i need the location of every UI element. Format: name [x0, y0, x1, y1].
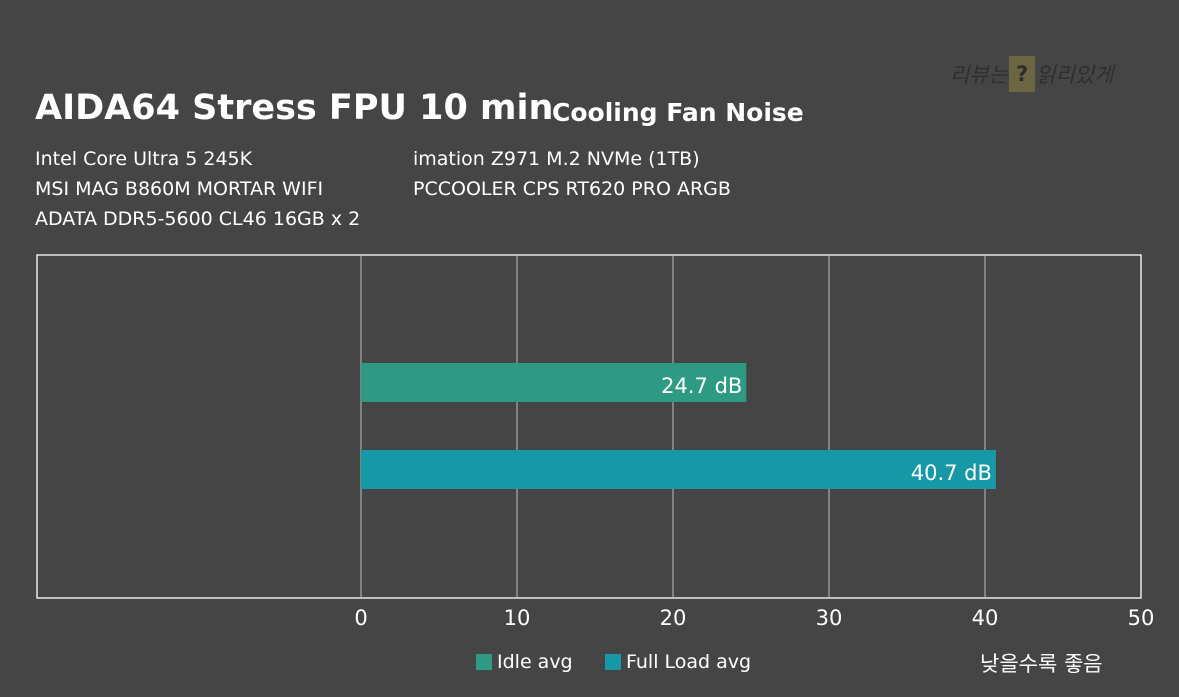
watermark-text-after: 읽리있게 [1036, 63, 1114, 87]
x-tick-label-10: 10 [504, 606, 531, 630]
legend-swatch-full-load [605, 654, 621, 670]
legend-item-idle: Idle avg [476, 651, 573, 673]
chart-title: AIDA64 Stress FPU 10 min [35, 88, 554, 128]
x-tick-label-0: 0 [354, 606, 367, 630]
legend-swatch-idle [476, 654, 492, 670]
x-tick-label-20: 20 [660, 606, 687, 630]
spec-cooler: PCCOOLER CPS RT620 PRO ARGB [413, 178, 731, 200]
watermark-logo: 리뷰는 ? 읽리있게 [950, 56, 1113, 92]
bar-full-load-avg [361, 450, 996, 489]
spec-memory: ADATA DDR5-5600 CL46 16GB x 2 [35, 208, 361, 230]
x-tick-label-40: 40 [972, 606, 999, 630]
x-tick-label-30: 30 [816, 606, 843, 630]
legend-item-full-load: Full Load avg [605, 651, 751, 673]
bar-data-label-idle-avg: 24.7 dB [661, 374, 742, 398]
spec-cpu: Intel Core Ultra 5 245K [35, 148, 253, 170]
chart-subtitle: Cooling Fan Noise [552, 98, 804, 127]
spec-motherboard: MSI MAG B860M MORTAR WIFI [35, 178, 324, 200]
watermark-question-mark: ? [1008, 56, 1036, 92]
legend-label-idle: Idle avg [497, 651, 573, 673]
lower-is-better-note: 낮을수록 좋음 [980, 652, 1103, 676]
spec-storage: imation Z971 M.2 NVMe (1TB) [413, 148, 700, 170]
plot-frame [36, 254, 1142, 599]
bar-data-label-full-load-avg: 40.7 dB [911, 461, 992, 485]
legend-label-full-load: Full Load avg [626, 651, 752, 673]
x-tick-label-50: 50 [1128, 606, 1155, 630]
bar-idle-avg [361, 363, 747, 402]
watermark-text-before: 리뷰는 [950, 63, 1008, 87]
